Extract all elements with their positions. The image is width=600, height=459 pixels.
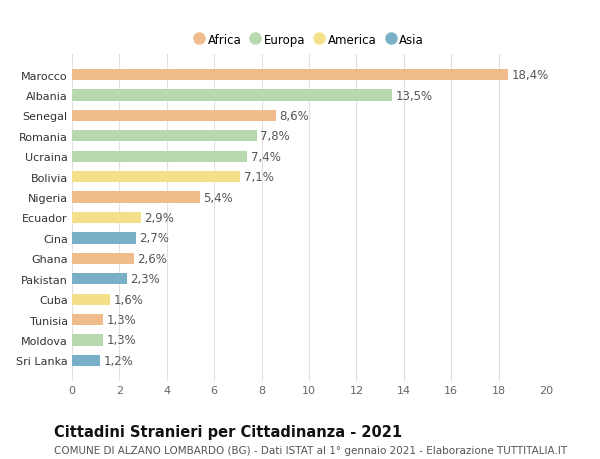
Text: 1,3%: 1,3% — [106, 313, 136, 326]
Bar — [72, 233, 136, 244]
Text: 7,1%: 7,1% — [244, 171, 274, 184]
Bar — [72, 151, 247, 162]
Bar — [72, 111, 276, 122]
Bar — [72, 294, 110, 305]
Text: 2,7%: 2,7% — [140, 232, 169, 245]
Bar — [72, 314, 103, 325]
Bar — [72, 131, 257, 142]
Text: 1,6%: 1,6% — [113, 293, 143, 306]
Text: 2,6%: 2,6% — [137, 252, 167, 265]
Text: 1,2%: 1,2% — [104, 354, 134, 367]
Text: 18,4%: 18,4% — [512, 69, 549, 82]
Bar — [72, 90, 392, 101]
Text: 7,8%: 7,8% — [260, 130, 290, 143]
Text: COMUNE DI ALZANO LOMBARDO (BG) - Dati ISTAT al 1° gennaio 2021 - Elaborazione TU: COMUNE DI ALZANO LOMBARDO (BG) - Dati IS… — [54, 445, 567, 455]
Bar — [72, 192, 200, 203]
Text: Cittadini Stranieri per Cittadinanza - 2021: Cittadini Stranieri per Cittadinanza - 2… — [54, 425, 402, 440]
Text: 13,5%: 13,5% — [395, 90, 433, 102]
Legend: Africa, Europa, America, Asia: Africa, Europa, America, Asia — [192, 32, 426, 49]
Bar — [72, 355, 100, 366]
Text: 7,4%: 7,4% — [251, 151, 281, 163]
Text: 8,6%: 8,6% — [280, 110, 309, 123]
Bar — [72, 172, 240, 183]
Text: 2,3%: 2,3% — [130, 273, 160, 285]
Bar — [72, 274, 127, 285]
Bar — [72, 253, 134, 264]
Text: 2,9%: 2,9% — [144, 212, 174, 224]
Bar — [72, 213, 141, 224]
Text: 5,4%: 5,4% — [203, 191, 233, 204]
Text: 1,3%: 1,3% — [106, 334, 136, 347]
Bar — [72, 70, 508, 81]
Bar — [72, 335, 103, 346]
